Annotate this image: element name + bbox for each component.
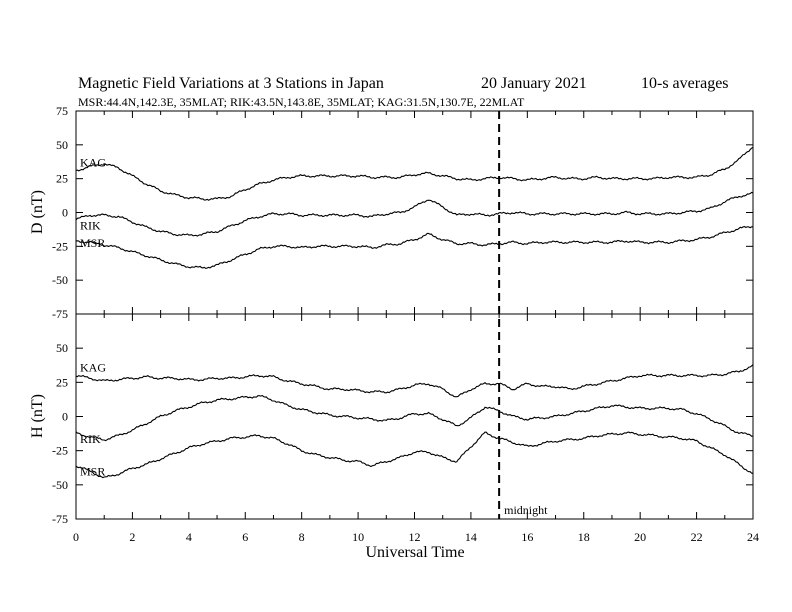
x-tick-label: 0	[73, 530, 79, 544]
x-tick-label: 18	[578, 530, 590, 544]
x-tick-label: 6	[242, 530, 248, 544]
chart-marks: 75 50 25 0 -25 -50 -75 KAG RIK MSR 50 25 0 -25 -50 -75 0…	[52, 104, 759, 544]
y-tick-label: -25	[52, 444, 68, 458]
x-tick-label: 10	[352, 530, 364, 544]
y-tick-label: -75	[52, 512, 68, 526]
series-kag-line	[75, 364, 754, 398]
y-tick-label: -50	[52, 478, 68, 492]
x-tick-label: 2	[129, 530, 135, 544]
chart-subtitle: MSR:44.4N,142.3E, 35MLAT; RIK:43.5N,143.…	[78, 95, 525, 109]
series-msr-label: MSR	[80, 465, 105, 479]
y-tick-label: 0	[62, 410, 68, 424]
x-tick-label: 24	[747, 530, 759, 544]
series-rik-label: RIK	[80, 432, 101, 446]
series-msr-line	[75, 431, 754, 479]
x-tick-label: 12	[409, 530, 421, 544]
y-tick-label: 25	[56, 172, 68, 186]
y-tick-label: 75	[56, 104, 68, 118]
y-tick-label: -75	[52, 307, 68, 321]
h-panel-ylabel: H (nT)	[29, 394, 46, 438]
x-tick-label: 8	[299, 530, 305, 544]
x-tick-label: 16	[521, 530, 533, 544]
y-tick-label: -50	[52, 273, 68, 287]
y-tick-label: -25	[52, 239, 68, 253]
y-tick-label: 0	[62, 206, 68, 220]
h-panel-frame	[75, 313, 754, 520]
midnight-label: midnight	[504, 503, 548, 517]
y-tick-label: 50	[56, 341, 68, 355]
x-axis-label: Universal Time	[365, 544, 464, 561]
series-msr-line	[75, 226, 753, 269]
chart-averaging: 10-s averages	[641, 75, 729, 92]
series-rik-label: RIK	[80, 218, 101, 232]
series-rik-line	[75, 394, 754, 442]
chart-title: Magnetic Field Variations at 3 Stations …	[78, 75, 384, 92]
series-kag-label: KAG	[80, 156, 106, 170]
d-panel-ylabel: D (nT)	[29, 190, 46, 234]
series-rik-line	[75, 191, 754, 237]
series-msr-label: MSR	[80, 236, 105, 250]
chart-date: 20 January 2021	[481, 75, 587, 92]
x-tick-label: 20	[634, 530, 646, 544]
y-tick-label: 25	[56, 375, 68, 389]
x-tick-label: 14	[465, 530, 477, 544]
series-kag-label: KAG	[80, 361, 106, 375]
y-tick-label: 50	[56, 138, 68, 152]
x-tick-label: 22	[691, 530, 703, 544]
series-kag-line	[75, 146, 754, 201]
x-tick-label: 4	[186, 530, 192, 544]
d-panel-frame	[75, 110, 754, 315]
